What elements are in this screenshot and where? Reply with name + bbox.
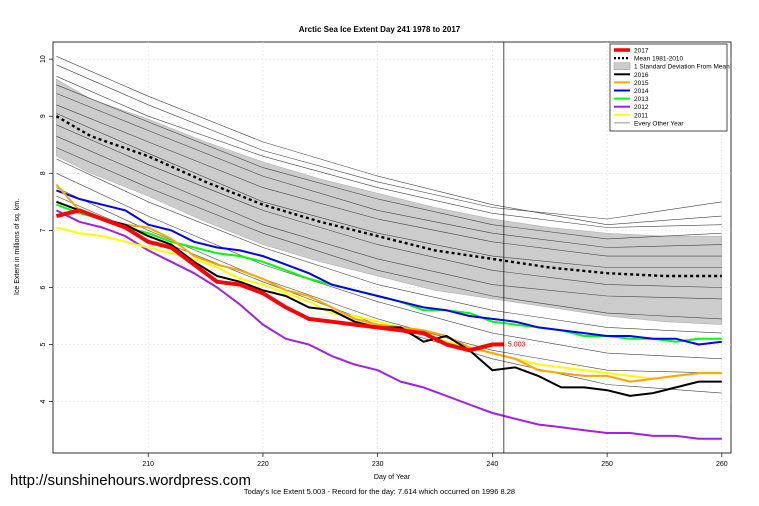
footnote: Today's Ice Extent 5.003 - Record for th… bbox=[243, 487, 516, 496]
legend-item-1-standard-deviation-from-mean-label: 1 Standard Deviation From Mean bbox=[634, 64, 730, 71]
legend-item-1-standard-deviation-from-mean-swatch bbox=[613, 62, 631, 70]
plot-frame bbox=[52, 41, 732, 454]
y-tick-label: 10 bbox=[40, 55, 47, 63]
series-line-2017 bbox=[55, 208, 504, 353]
background-year-line bbox=[56, 64, 722, 220]
y-tick-label: 5 bbox=[40, 342, 47, 346]
x-tick-label: 240 bbox=[487, 461, 499, 468]
background-year-line bbox=[56, 187, 722, 374]
x-axis-label: Day of Year bbox=[374, 474, 411, 481]
y-tick-label: 6 bbox=[40, 285, 47, 289]
series-line-2014 bbox=[56, 189, 722, 346]
background-year-line bbox=[56, 124, 722, 288]
background-year-line bbox=[56, 158, 722, 334]
x-tick-label: 260 bbox=[716, 461, 728, 468]
legend-item-2014-label: 2014 bbox=[634, 88, 649, 95]
current-value-label: 5.003 bbox=[508, 341, 526, 348]
y-axis-label: Ice Extent in millions of sq. km. bbox=[14, 199, 21, 295]
y-tick-label: 9 bbox=[40, 114, 47, 118]
y-tick-label: 7 bbox=[40, 228, 47, 232]
background-year-line bbox=[56, 84, 722, 240]
legend-item-2013-label: 2013 bbox=[634, 96, 649, 103]
background-year-line bbox=[56, 93, 722, 248]
x-tick-label: 210 bbox=[142, 461, 154, 468]
background-year-line bbox=[56, 135, 722, 300]
y-tick-label: 4 bbox=[40, 400, 47, 404]
background-year-line bbox=[56, 147, 722, 320]
y-tick-label: 8 bbox=[40, 171, 47, 175]
x-tick-label: 230 bbox=[372, 461, 384, 468]
x-tick-label: 220 bbox=[257, 461, 269, 468]
series-layer: 5.003 bbox=[55, 42, 722, 453]
legend-item-2016-label: 2016 bbox=[634, 72, 649, 79]
series-line-2015 bbox=[55, 184, 722, 383]
background-years-layer bbox=[56, 56, 722, 394]
legend-box bbox=[609, 43, 728, 132]
legend-item-mean-1981-2010-label: Mean 1981-2010 bbox=[634, 56, 684, 63]
background-year-line bbox=[56, 76, 722, 228]
background-year-line bbox=[56, 56, 722, 226]
series-line-2011 bbox=[56, 226, 722, 380]
legend-item-every-other-year-label: Every Other Year bbox=[634, 120, 684, 127]
legend-item-2012-label: 2012 bbox=[634, 104, 649, 111]
x-tick-label: 250 bbox=[601, 461, 613, 468]
chart-title: Arctic Sea Ice Extent Day 241 1978 to 20… bbox=[299, 25, 461, 34]
axis-layer: 210 220 230 240 250 260 4 5 6 7 8 9 10 bbox=[40, 55, 728, 468]
background-year-line bbox=[56, 104, 722, 257]
legend-item-2011-label: 2011 bbox=[634, 112, 648, 119]
legend-item-2017-label: 2017 bbox=[634, 48, 649, 55]
series-line-2012 bbox=[55, 209, 722, 440]
legend-item-2015-label: 2015 bbox=[634, 80, 649, 87]
website-url: http://sunshinehours.wordpress.com bbox=[10, 472, 251, 489]
series-line-mean-1981-2010 bbox=[55, 115, 722, 278]
background-year-line bbox=[56, 113, 722, 268]
background-year-line bbox=[56, 173, 722, 360]
